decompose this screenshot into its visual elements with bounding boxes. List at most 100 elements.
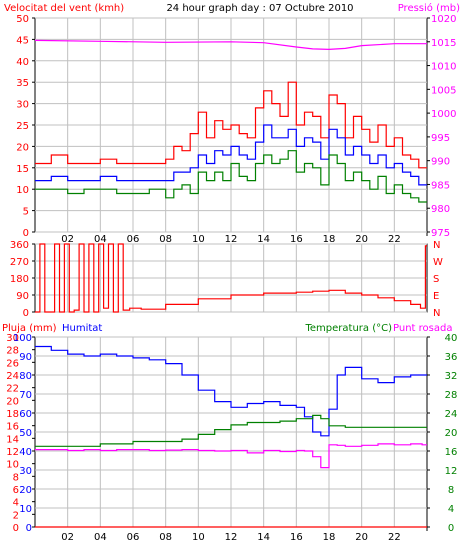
panel-3-left2-tick-label: 70 <box>19 390 32 401</box>
panel-1-right-tick-label: 1005 <box>431 85 456 96</box>
panel-3-left1-tick-label: 22 <box>6 384 19 395</box>
panel-3-left2-tick-label: 80 <box>19 371 32 382</box>
panel-1-left-tick-label: 5 <box>23 207 29 218</box>
panel-3-left2-tick-label: 50 <box>19 428 32 439</box>
panel-3-left1-tick-label: 6 <box>13 485 19 496</box>
footer-right2-label: Punt rosada <box>393 323 452 334</box>
panel-1-left-tick-label: 20 <box>16 142 29 153</box>
panel-1-left-tick-label: 15 <box>16 164 29 175</box>
panel-2-right-tick-label: E <box>433 291 439 302</box>
panel-1-left-tick-label: 30 <box>16 100 29 111</box>
panel-1-left-tick-label: 25 <box>16 121 29 132</box>
panel-3-x-tick-label: 04 <box>94 532 107 543</box>
panel-3-left1-tick-label: 18 <box>6 409 19 420</box>
panel-2-right-tick-label: W <box>433 257 443 268</box>
panel-1-x-tick-label: 02 <box>61 234 74 245</box>
panel-3-left2-tick-label: 20 <box>19 485 32 496</box>
panel-3-left1-tick-label: 4 <box>13 498 19 509</box>
panel-3-left1-tick-label: 8 <box>13 472 19 483</box>
panel-1-right-tick-label: 1010 <box>431 62 456 73</box>
panel-1-x-tick-label: 14 <box>257 234 270 245</box>
panel-3-right-tick-label: 4 <box>448 504 454 515</box>
panel-3-left1-tick-label: 10 <box>6 460 19 471</box>
panel-3-left1-tick-label: 12 <box>6 447 19 458</box>
panel-3-right-tick-label: 36 <box>445 352 458 363</box>
humidity-series-line <box>35 345 427 437</box>
wind-min-series-line <box>35 150 427 203</box>
panel-3-x-tick-label: 08 <box>159 532 172 543</box>
panel-3-right-tick-label: 20 <box>445 428 458 439</box>
panel-3-right-tick-label: 16 <box>445 447 458 458</box>
panel-2-left-tick-label: 360 <box>10 240 29 251</box>
panel-1-right-tick-label: 975 <box>431 228 450 239</box>
wind-direction-series-line <box>35 243 427 313</box>
panel-3-left2-tick-label: 100 <box>13 333 32 344</box>
panel-2-left-tick-label: 90 <box>16 291 29 302</box>
wind-gust-series-line <box>35 81 427 169</box>
panel-2-left-tick-label: 0 <box>23 308 29 319</box>
panel-1-x-tick-label: 22 <box>388 234 401 245</box>
panel-3-left1-tick-label: 26 <box>6 358 19 369</box>
panel-2-left-tick-label: 180 <box>10 274 29 285</box>
panel-3-right-tick-label: 12 <box>445 466 458 477</box>
panel-3-left1-tick-label: 24 <box>6 371 19 382</box>
panel-1-x-tick-label: 04 <box>94 234 107 245</box>
panel-3-right-tick-label: 28 <box>445 390 458 401</box>
plot-layer: 0202040406060808101012121414161618182020… <box>6 14 457 543</box>
panel-3-right-tick-label: 40 <box>445 333 458 344</box>
panel-1-x-tick-label: 20 <box>355 234 368 245</box>
panel-3-x-tick-label: 12 <box>225 532 238 543</box>
panel-3-left1-tick-label: 30 <box>6 333 19 344</box>
panel-1-right-tick-label: 1015 <box>431 38 456 49</box>
panel-3-left1-tick-label: 0 <box>13 523 19 534</box>
panel-1-x-tick-label: 18 <box>323 234 336 245</box>
wind-avg-series-line <box>35 124 427 186</box>
panel-1-right-tick-label: 1000 <box>431 109 456 120</box>
footer-left-label: Pluja (mm) <box>2 323 57 334</box>
panel-3-left2-tick-label: 10 <box>19 504 32 515</box>
header-center-label: 24 hour graph day : 07 Octubre 2010 <box>166 3 353 14</box>
panel-3-left1-tick-label: 14 <box>6 434 19 445</box>
panel-3-right-tick-label: 32 <box>445 371 458 382</box>
panel-1-right-tick-label: 985 <box>431 180 450 191</box>
panel-1-left-tick-label: 10 <box>16 185 29 196</box>
panel-3-left1-tick-label: 20 <box>6 396 19 407</box>
panel-3-right-tick-label: 24 <box>445 409 458 420</box>
panel-1-right-tick-label: 1020 <box>431 14 456 25</box>
panel-1-right-tick-label: 990 <box>431 157 450 168</box>
panel-1-left-tick-label: 45 <box>16 35 29 46</box>
panel-3-x-tick-label: 02 <box>61 532 74 543</box>
panel-3-left2-tick-label: 90 <box>19 352 32 363</box>
panel-2-right-tick-label: S <box>433 274 439 285</box>
pressure-series-line <box>34 39 427 51</box>
panel-3-left1-tick-label: 2 <box>13 510 19 521</box>
panel-3-x-tick-label: 14 <box>257 532 270 543</box>
panel-3-left2-tick-label: 40 <box>19 447 32 458</box>
panel-2-right-tick-label: N <box>433 308 440 319</box>
temperature-series-line <box>35 414 427 447</box>
panel-3-right-tick-label: 0 <box>448 523 454 534</box>
panel-1-right-tick-label: 980 <box>431 204 450 215</box>
panel-3-x-tick-label: 18 <box>323 532 336 543</box>
footer-left2-label: Humitat <box>62 323 102 334</box>
panel-3-x-tick-label: 20 <box>355 532 368 543</box>
panel-1-right-tick-label: 995 <box>431 133 450 144</box>
header-right-label: Pressió (mb) <box>398 2 460 14</box>
panel-3-left1-tick-label: 28 <box>6 346 19 357</box>
panel-1-x-tick-label: 10 <box>192 234 205 245</box>
panel-3-x-tick-label: 06 <box>127 532 140 543</box>
panel-3-left2-tick-label: 30 <box>19 466 32 477</box>
dewpoint-series-line <box>35 443 427 469</box>
panel-3-x-tick-label: 16 <box>290 532 303 543</box>
panel-1-x-tick-label: 08 <box>159 234 172 245</box>
panel-1-left-tick-label: 0 <box>23 228 29 239</box>
panel-1-x-tick-label: 12 <box>225 234 238 245</box>
panel-3-left1-tick-label: 16 <box>6 422 19 433</box>
panel-3-x-tick-label: 22 <box>388 532 401 543</box>
panel-3-left2-tick-label: 60 <box>19 409 32 420</box>
panel-3-left2-tick-label: 0 <box>26 523 32 534</box>
panel-1-x-tick-label: 16 <box>290 234 303 245</box>
header-left-label: Velocitat del vent (kmh) <box>4 3 124 14</box>
